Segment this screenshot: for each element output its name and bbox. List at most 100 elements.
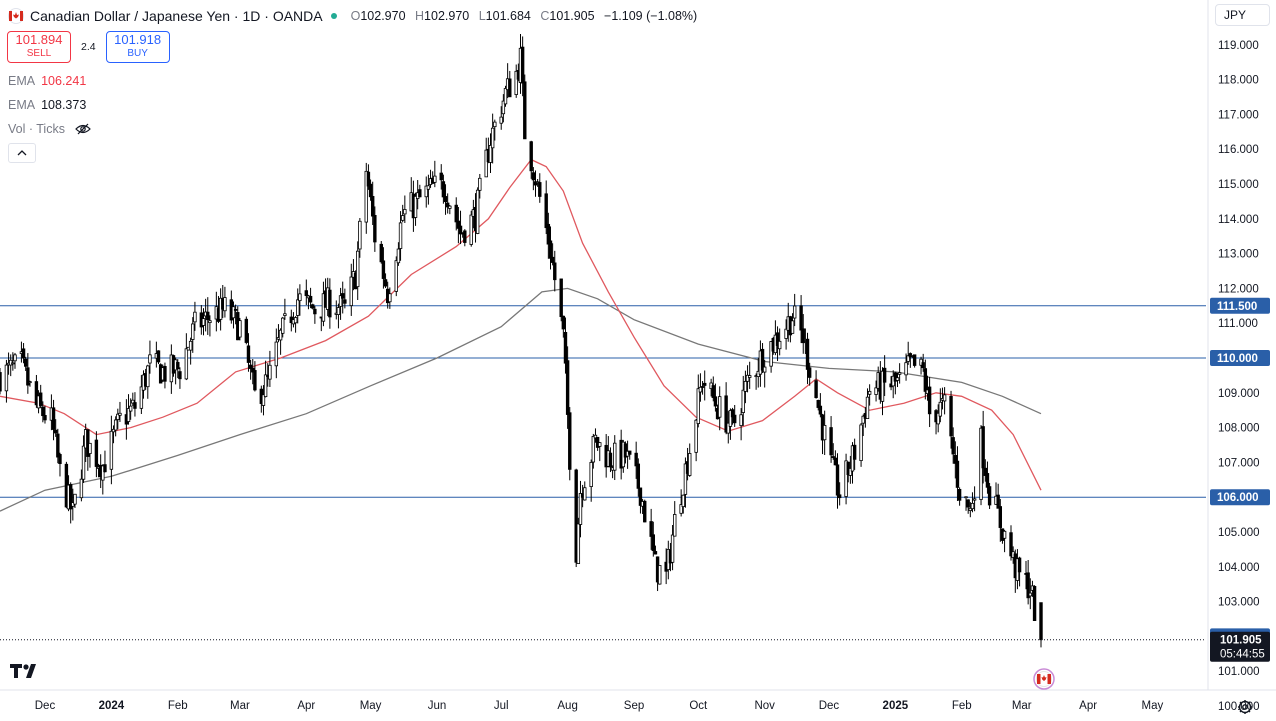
candle-body [653, 551, 658, 555]
eye-hidden-icon[interactable] [75, 123, 91, 135]
time-tick-label: Nov [754, 700, 775, 712]
price-tick-label: 108.000 [1218, 423, 1260, 435]
candle-body [128, 405, 133, 412]
currency-selector[interactable]: JPY [1215, 4, 1270, 26]
time-tick-label: May [360, 700, 382, 712]
candle-body [131, 399, 135, 404]
candle-body [964, 496, 968, 499]
price-tick-label: 119.000 [1218, 40, 1259, 52]
candle-body [673, 514, 677, 537]
level-price-tag-text: 106.000 [1217, 492, 1259, 504]
candle-body [1002, 530, 1007, 539]
ema-short-path [0, 158, 1042, 491]
time-tick-label: Oct [689, 700, 708, 712]
price-tick-label: 103.000 [1218, 597, 1260, 609]
candle-body [233, 309, 238, 311]
price-tick-label: 107.000 [1218, 457, 1260, 469]
countdown-text: 05:44:55 [1220, 649, 1265, 661]
horizontal-levels [0, 305, 1206, 498]
change-value: −1.109 (−1.08%) [604, 9, 698, 23]
symbol-title[interactable]: Canadian Dollar / Japanese Yen · 1D · OA… [30, 8, 323, 24]
candle-body [176, 362, 180, 370]
candle-body [658, 565, 662, 585]
candle-body [490, 127, 495, 149]
last-price-tag: 101.905 05:44:55 [1210, 631, 1270, 662]
candle-body [34, 381, 39, 406]
buy-button[interactable]: 101.918 BUY [105, 31, 170, 63]
candle-body [816, 399, 820, 408]
candle-body [424, 185, 428, 198]
candle-body [679, 504, 683, 514]
high-value: 102.970 [424, 9, 470, 23]
candle-body [368, 183, 373, 198]
candle-body [987, 486, 992, 506]
candle-body [456, 220, 461, 229]
candle-body [529, 141, 533, 172]
candle-body [244, 318, 249, 343]
candle-body [146, 365, 150, 388]
last-price-text: 101.905 [1220, 635, 1262, 647]
candle-body [643, 500, 647, 523]
candle-body [184, 348, 189, 380]
candle-body [379, 243, 383, 263]
chart-legend-header: Canadian Dollar / Japanese Yen · 1D · OA… [8, 6, 697, 26]
candle-body [531, 172, 536, 181]
indicator-volume[interactable]: Vol · Ticks [8, 122, 91, 136]
candle-body [683, 463, 688, 495]
candle-body [578, 493, 583, 525]
time-tick-label: Apr [1079, 700, 1097, 712]
buy-label: BUY [127, 48, 148, 59]
time-axis[interactable]: Dec 2024 Feb Mar Apr May Jun Jul Aug Sep Oct Nov Dec… [0, 689, 1276, 712]
candle-body [133, 402, 137, 409]
candle-body [805, 338, 810, 370]
candle-body [694, 419, 698, 453]
candle-body [313, 308, 317, 315]
candle-body [634, 452, 638, 467]
candle-body [593, 434, 598, 439]
candle-body [867, 390, 872, 395]
time-tick-label: May [1142, 700, 1164, 712]
price-axis[interactable]: 120.000101.000103.000104.000105.000106.0… [1207, 0, 1260, 713]
sell-button[interactable]: 101.894 SELL [7, 31, 71, 63]
candle-body [538, 182, 542, 197]
candle-body [403, 209, 407, 215]
candle-body [829, 427, 833, 456]
high-label: H [415, 9, 425, 23]
candle-body [711, 385, 715, 398]
collapse-legend-button[interactable] [8, 143, 36, 163]
level-price-tag-text: 110.000 [1217, 353, 1258, 365]
candle-body [792, 305, 797, 319]
candle-body [996, 494, 1000, 509]
candle-body [413, 195, 418, 218]
candle-body [983, 467, 988, 476]
indicator-ema-short[interactable]: EMA 106.241 [8, 74, 86, 88]
candle-body [848, 468, 853, 476]
gear-icon[interactable] [1237, 699, 1253, 715]
sell-label: SELL [26, 48, 52, 59]
candle-body [844, 460, 848, 497]
price-tick-label: 116.000 [1218, 144, 1259, 156]
candle-body [4, 364, 9, 392]
candle-body [38, 392, 43, 406]
time-tick-label: 2024 [99, 700, 125, 712]
candle-body [441, 181, 446, 198]
indicator-name: EMA [8, 74, 36, 88]
candle-body [818, 405, 823, 415]
price-tick-label: 104.000 [1218, 562, 1260, 574]
candle-body [895, 377, 900, 381]
price-tick-label: 113.000 [1218, 249, 1259, 261]
event-flag-icon[interactable] [1033, 668, 1057, 690]
tradingview-logo-icon[interactable] [10, 662, 42, 680]
candle-body [103, 464, 107, 473]
candle-body [308, 295, 313, 303]
candle-body [923, 368, 928, 392]
ema-long-path [0, 287, 1042, 512]
candle-body [760, 348, 765, 371]
indicator-ema-long[interactable]: EMA 108.373 [8, 98, 86, 112]
candle-body [281, 317, 285, 334]
time-tick-label: Jul [494, 700, 509, 712]
candle-body [28, 381, 32, 384]
time-tick-label: Mar [1012, 700, 1032, 712]
candle-body [274, 341, 279, 367]
